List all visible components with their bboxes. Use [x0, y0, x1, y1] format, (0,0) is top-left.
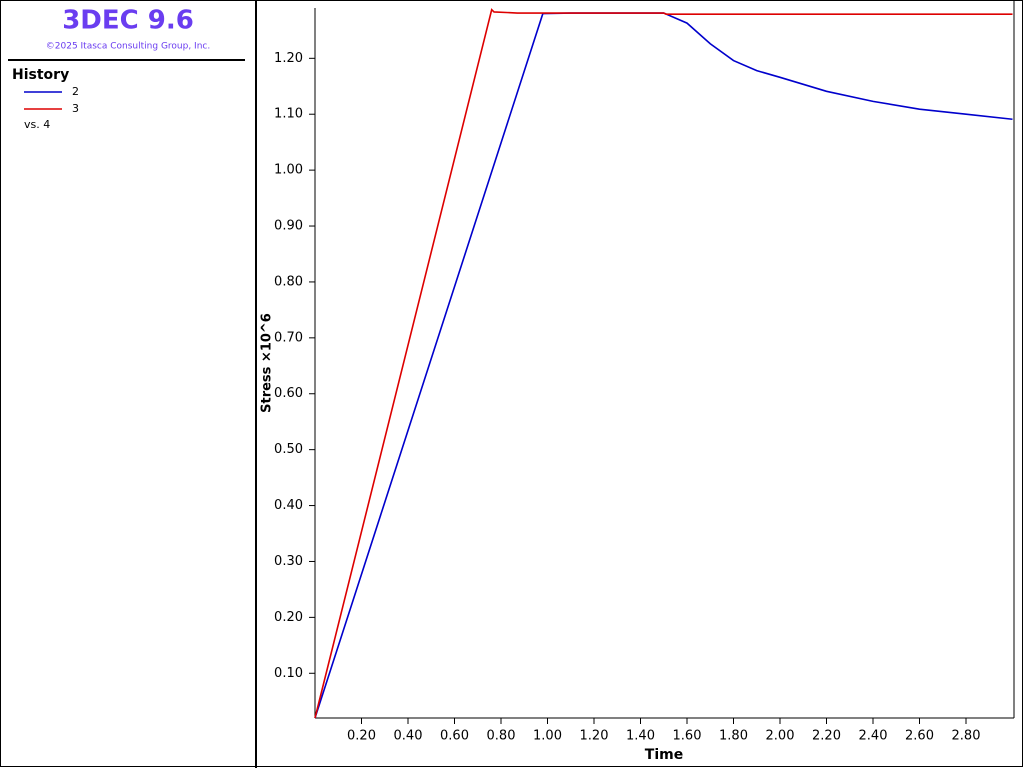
- y-tick-label: 0.10: [274, 666, 303, 681]
- y-tick-label: 0.80: [274, 274, 303, 289]
- y-tick-label: 0.50: [274, 442, 303, 457]
- y-tick-label: 0.60: [274, 386, 303, 401]
- copyright: ©2025 Itasca Consulting Group, Inc.: [46, 42, 210, 52]
- y-tick-label: 1.20: [274, 51, 303, 66]
- x-tick-label: 2.00: [766, 729, 795, 744]
- y-axis-title: Stress ×10^6: [260, 313, 275, 413]
- x-tick-label: 1.60: [673, 729, 702, 744]
- x-tick-label: 0.20: [347, 729, 376, 744]
- x-tick-label: 2.40: [859, 729, 888, 744]
- x-tick-label: 0.60: [440, 729, 469, 744]
- legend-label: 3: [72, 102, 79, 115]
- x-tick-label: 1.80: [719, 729, 748, 744]
- y-tick-label: 0.40: [274, 498, 303, 513]
- x-tick-label: 2.60: [905, 729, 934, 744]
- legend-title: History: [12, 67, 69, 83]
- x-tick-label: 1.40: [626, 729, 655, 744]
- y-tick-label: 1.00: [274, 163, 303, 178]
- y-tick-label: 0.90: [274, 219, 303, 234]
- y-tick-label: 0.20: [274, 610, 303, 625]
- x-tick-label: 1.20: [580, 729, 609, 744]
- x-axis-title: Time: [645, 747, 683, 763]
- app-title: 3DEC 9.6: [62, 6, 194, 36]
- x-tick-label: 0.40: [394, 729, 423, 744]
- x-variable-label: vs. 4: [24, 118, 50, 131]
- x-tick-label: 2.20: [812, 729, 841, 744]
- x-tick-label: 0.80: [487, 729, 516, 744]
- x-tick-label: 1.00: [533, 729, 562, 744]
- x-tick-label: 2.80: [952, 729, 981, 744]
- series-line: [314, 8, 1013, 719]
- y-tick-label: 1.10: [274, 107, 303, 122]
- y-tick-label: 0.70: [274, 330, 303, 345]
- legend-label: 2: [72, 85, 79, 98]
- y-tick-label: 0.30: [274, 554, 303, 569]
